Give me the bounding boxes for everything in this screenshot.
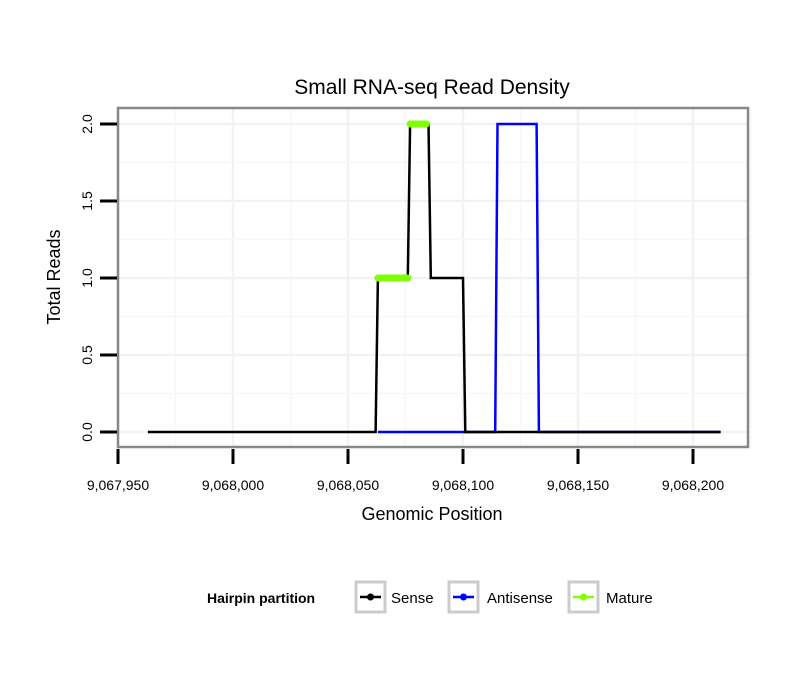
x-tick-label: 9,068,100 xyxy=(432,477,494,493)
x-tick-label: 9,068,150 xyxy=(547,477,609,493)
y-tick-label: 2.0 xyxy=(79,114,95,134)
x-tick-label: 9,068,000 xyxy=(202,477,264,493)
y-tick-label: 1.5 xyxy=(79,191,95,211)
y-tick-label: 0.5 xyxy=(79,345,95,365)
legend-entry-sense: Sense xyxy=(391,590,434,607)
chart-title: Small RNA-seq Read Density xyxy=(294,76,570,99)
legend-key-point xyxy=(580,593,587,601)
legend-key-point xyxy=(367,593,374,601)
y-axis-label: Total Reads xyxy=(44,229,64,324)
x-tick-label: 9,068,050 xyxy=(317,477,379,493)
legend-key-point xyxy=(460,593,467,601)
legend-entry-mature: Mature xyxy=(606,590,653,607)
legend-title: Hairpin partition xyxy=(207,590,315,606)
y-tick-label: 1.0 xyxy=(79,268,95,288)
x-tick-label: 9,068,200 xyxy=(662,477,724,493)
y-axis: 0.0 0.5 1.0 1.5 2.0 xyxy=(79,114,117,442)
legend: Hairpin partition Sense Antisense Mature xyxy=(207,580,653,614)
legend-entry-antisense: Antisense xyxy=(487,590,553,607)
x-tick-label: 9,067,950 xyxy=(87,477,149,493)
series-layer xyxy=(147,120,721,434)
panel-border xyxy=(116,106,750,449)
x-axis: 9,067,950 9,068,000 9,068,050 9,068,100 9,06… xyxy=(87,449,724,493)
x-axis-label: Genomic Position xyxy=(361,504,502,524)
y-tick-label: 0.0 xyxy=(79,422,95,442)
